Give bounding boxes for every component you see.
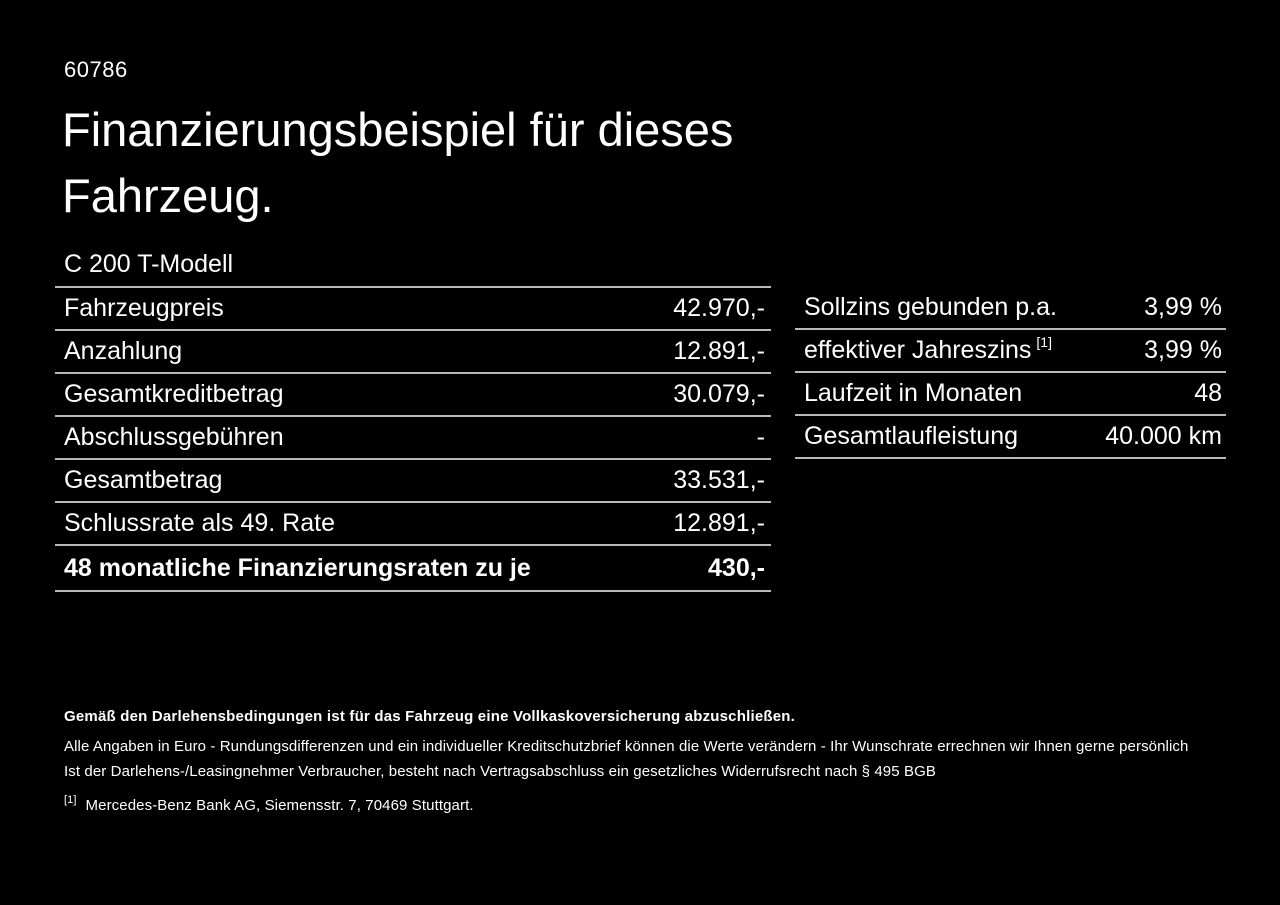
- table-row-effective-interest: effektiver Jahreszins [1] 3,99 %: [795, 330, 1226, 373]
- page-title-line2: Fahrzeug.: [62, 169, 274, 222]
- row-label: Gesamtbetrag: [64, 466, 223, 494]
- row-label: Laufzeit in Monaten: [804, 379, 1023, 407]
- footnote-text: Mercedes-Benz Bank AG, Siemensstr. 7, 70…: [85, 797, 474, 814]
- footnote-ref: [1]: [1036, 333, 1052, 350]
- document-number: 60786: [64, 57, 128, 82]
- table-row-vehicle-price: Fahrzeugpreis 42.970,-: [55, 288, 771, 331]
- model-name: C 200 T-Modell: [64, 250, 234, 278]
- table-row-total-amount: Gesamtbetrag 33.531,-: [55, 460, 771, 503]
- bank-footnote: [1] Mercedes-Benz Bank AG, Siemensstr. 7,…: [64, 793, 1224, 814]
- row-label: Sollzins gebunden p.a.: [804, 293, 1057, 321]
- financing-table: Fahrzeugpreis 42.970,- Anzahlung 12.891,…: [55, 286, 771, 592]
- row-label: Abschlussgebühren: [64, 423, 284, 451]
- footnote-marker: [1]: [64, 794, 77, 806]
- table-row-total-credit: Gesamtkreditbetrag 30.079,-: [55, 374, 771, 417]
- table-row-closing-fees: Abschlussgebühren -: [55, 417, 771, 460]
- page-title-line1: Finanzierungsbeispiel für dieses: [62, 103, 734, 156]
- table-row-monthly-rate: 48 monatliche Finanzierungsraten zu je 4…: [55, 546, 771, 592]
- table-row-fixed-interest: Sollzins gebunden p.a. 3,99 %: [795, 287, 1226, 330]
- table-row-final-installment: Schlussrate als 49. Rate 12.891,-: [55, 503, 771, 546]
- page-title: Finanzierungsbeispiel für dieses Fahrzeu…: [62, 97, 733, 229]
- row-label: effektiver Jahreszins: [804, 336, 1032, 364]
- withdrawal-note: Ist der Darlehens-/Leasingnehmer Verbrau…: [64, 763, 936, 780]
- row-value: 3,99 %: [1144, 293, 1222, 321]
- row-value: 33.531,-: [673, 466, 765, 494]
- row-label: Fahrzeugpreis: [64, 294, 224, 322]
- row-value: 42.970,-: [673, 294, 765, 322]
- footer-notes: Gemäß den Darlehensbedingungen ist für d…: [64, 708, 1224, 814]
- row-value: 3,99 %: [1144, 336, 1222, 364]
- table-row-down-payment: Anzahlung 12.891,-: [55, 331, 771, 374]
- conditions-table: Sollzins gebunden p.a. 3,99 % effektiver…: [795, 287, 1226, 459]
- row-value: 12.891,-: [673, 337, 765, 365]
- table-row-total-mileage: Gesamtlaufleistung 40.000 km: [795, 416, 1226, 459]
- rounding-note: Alle Angaben in Euro - Rundungsdifferenz…: [64, 738, 1189, 755]
- row-label: Gesamtkreditbetrag: [64, 380, 284, 408]
- row-value: 30.079,-: [673, 380, 765, 408]
- row-label: Gesamtlaufleistung: [804, 422, 1019, 450]
- row-label: Anzahlung: [64, 337, 183, 365]
- table-row-term-months: Laufzeit in Monaten 48: [795, 373, 1226, 416]
- row-label: 48 monatliche Finanzierungsraten zu je: [64, 553, 531, 582]
- row-value: 40.000 km: [1105, 422, 1222, 450]
- row-value: -: [756, 423, 765, 451]
- row-value: 48: [1194, 379, 1222, 407]
- row-value: 430,-: [708, 553, 765, 582]
- row-value: 12.891,-: [673, 509, 765, 537]
- row-label: Schlussrate als 49. Rate: [64, 509, 335, 537]
- insurance-note: Gemäß den Darlehensbedingungen ist für d…: [64, 708, 795, 725]
